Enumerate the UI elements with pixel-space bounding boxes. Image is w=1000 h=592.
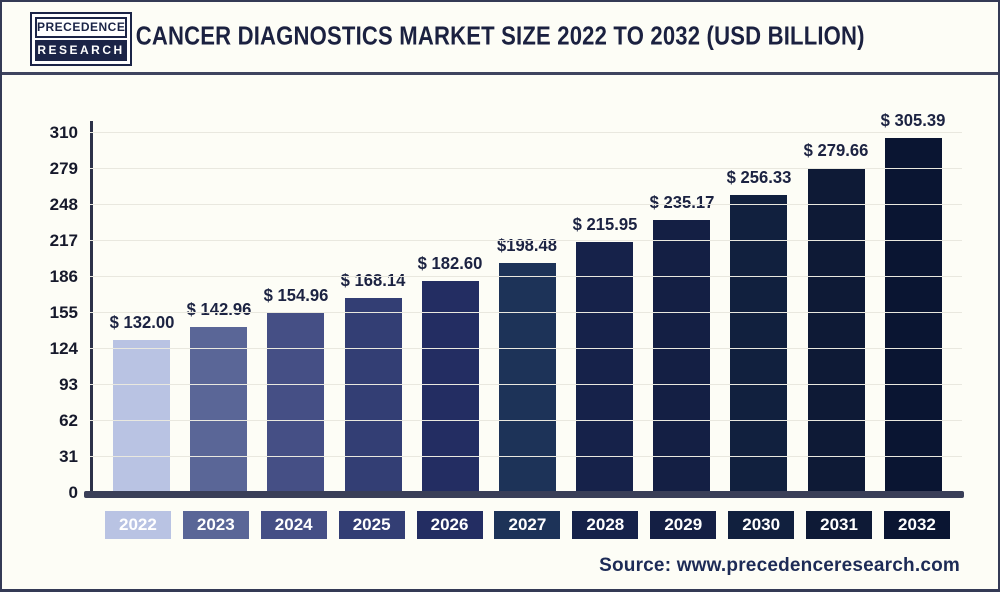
bar-2032 xyxy=(884,138,942,493)
y-tick-label-248: 248 xyxy=(49,195,78,214)
bar-value-label-2030: $ 256.33 xyxy=(726,167,792,188)
source-attribution: Source: www.precedenceresearch.com xyxy=(599,555,960,576)
gridline-155 xyxy=(90,312,962,313)
x-tick-chip-2023: 2023 xyxy=(182,511,249,539)
bar-value-label-2029: $ 235.17 xyxy=(649,191,715,212)
bar-slot-2028: $ 215.95 xyxy=(572,214,637,493)
x-tick-chip-2032: 2032 xyxy=(883,511,950,539)
y-tick-label-0: 0 xyxy=(68,483,78,502)
bar-value-label-2023: $ 142.96 xyxy=(186,299,252,319)
chart-area: $ 132.00 $ 142.96 $ 154.96 $ 168.14 $ 182.60… xyxy=(44,97,966,545)
bar-slot-2026: $ 182.60 xyxy=(418,253,483,493)
bar-2030 xyxy=(730,195,788,493)
bar-2024 xyxy=(267,313,325,493)
logo-text-precedence: PRECEDENCE xyxy=(35,17,127,38)
bar-value-label-2025: $ 168.14 xyxy=(340,269,406,290)
bar-2023 xyxy=(190,327,248,493)
header: PRECEDENCE RESEARCH CANCER DIAGNOSTICS M… xyxy=(2,2,998,75)
x-tick-chip-2022: 2022 xyxy=(104,511,171,539)
bar-2029 xyxy=(653,219,711,493)
x-tick-chip-2031: 2031 xyxy=(806,511,873,539)
y-tick-label-186: 186 xyxy=(49,267,78,286)
y-tick-label-62: 62 xyxy=(59,411,78,430)
x-axis-baseline xyxy=(84,491,964,498)
bar-2022 xyxy=(113,339,171,493)
bar-value-label-2031: $ 279.66 xyxy=(803,140,869,161)
gridline-279 xyxy=(90,168,962,169)
bar-value-label-2026: $ 182.60 xyxy=(417,252,483,273)
bar-slot-2027: $198.48 xyxy=(497,235,557,493)
bar-slot-2024: $ 154.96 xyxy=(264,285,328,493)
y-axis-line xyxy=(90,121,93,493)
bar-2027 xyxy=(498,262,556,493)
y-tick-label-124: 124 xyxy=(49,339,78,358)
y-tick-label-279: 279 xyxy=(49,159,78,178)
x-tick-chip-2025: 2025 xyxy=(338,511,405,539)
x-tick-chip-2027: 2027 xyxy=(494,511,561,539)
x-tick-chip-2024: 2024 xyxy=(260,511,327,539)
y-tick-label-31: 31 xyxy=(59,447,78,466)
bar-slot-2030: $ 256.33 xyxy=(727,167,791,493)
gridline-124 xyxy=(90,348,962,349)
x-axis-labels: 2022 2023 2024 2025 2026 2027 2028 2029 2030 2031… xyxy=(93,511,962,539)
bar-value-label-2024: $ 154.96 xyxy=(263,285,329,305)
bar-slot-2025: $ 168.14 xyxy=(341,270,405,493)
bar-slot-2031: $ 279.66 xyxy=(804,140,868,493)
x-tick-chip-2026: 2026 xyxy=(416,511,483,539)
bar-2026 xyxy=(421,280,479,493)
plot-area: $ 132.00 $ 142.96 $ 154.96 $ 168.14 $ 182.60… xyxy=(50,110,962,502)
gridline-310 xyxy=(90,132,962,133)
gridline-186 xyxy=(90,276,962,277)
y-tick-label-155: 155 xyxy=(49,303,78,322)
bar-2028 xyxy=(576,242,634,493)
gridline-217 xyxy=(90,240,962,241)
bar-slot-2023: $ 142.96 xyxy=(186,299,251,493)
bar-slot-2022: $ 132.00 xyxy=(109,312,174,493)
gridline-248 xyxy=(90,204,962,205)
x-tick-chip-2028: 2028 xyxy=(572,511,639,539)
logo-text-research: RESEARCH xyxy=(35,40,127,61)
precedence-research-logo: PRECEDENCE RESEARCH xyxy=(30,12,132,66)
bar-slot-2029: $ 235.17 xyxy=(649,192,714,493)
gridline-93 xyxy=(90,384,962,385)
bar-value-label-2032: $ 305.39 xyxy=(880,110,946,131)
bar-slot-2032: $ 305.39 xyxy=(881,110,946,493)
bar-value-label-2027: $198.48 xyxy=(497,234,558,255)
bar-value-label-2022: $ 132.00 xyxy=(109,311,175,332)
y-tick-label-217: 217 xyxy=(49,231,78,250)
x-tick-chip-2030: 2030 xyxy=(728,511,795,539)
bar-series: $ 132.00 $ 142.96 $ 154.96 $ 168.14 $ 182.60… xyxy=(93,110,962,493)
gridline-62 xyxy=(90,420,962,421)
bar-value-label-2028: $ 215.95 xyxy=(572,214,637,235)
chart-title: CANCER DIAGNOSTICS MARKET SIZE 2022 TO 2… xyxy=(135,21,865,52)
bar-2025 xyxy=(344,297,402,493)
y-tick-label-310: 310 xyxy=(49,123,78,142)
bar-2031 xyxy=(807,168,865,493)
gridline-31 xyxy=(90,456,962,457)
x-tick-chip-2029: 2029 xyxy=(650,511,717,539)
y-tick-label-93: 93 xyxy=(59,375,78,394)
